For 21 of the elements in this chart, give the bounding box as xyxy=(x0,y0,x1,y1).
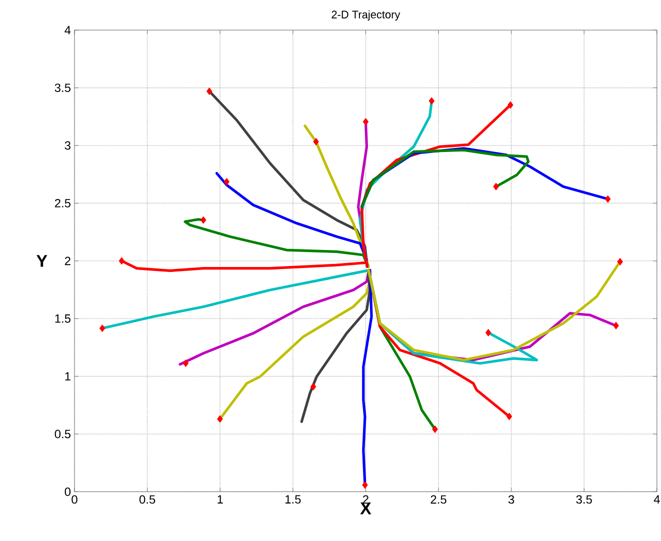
y-tick-label: 2 xyxy=(64,256,70,266)
x-tick-label: 0 xyxy=(72,495,78,504)
y-tick-label: 0 xyxy=(64,487,71,496)
x-tick-label: 3.5 xyxy=(576,495,592,504)
x-tick-label: 1 xyxy=(218,495,223,504)
y-tick-label: 3 xyxy=(64,141,70,150)
y-tick-label: 1 xyxy=(65,372,70,380)
x-tick-label: 2.5 xyxy=(430,495,446,504)
x-tick-label: 2 xyxy=(362,495,368,504)
x-tick-label: 4 xyxy=(654,495,660,504)
chart-title: 2-D Trajectory xyxy=(332,10,400,21)
x-tick-label: 0.5 xyxy=(139,495,156,504)
y-axis-title: Y xyxy=(36,255,48,267)
y-tick-label: 0.5 xyxy=(54,430,70,438)
x-tick-label: 3 xyxy=(508,495,514,504)
y-tick-label: 2.5 xyxy=(54,198,70,208)
y-tick-label: 4 xyxy=(64,26,71,34)
x-axis-title: X xyxy=(360,502,372,514)
y-tick-label: 1.5 xyxy=(55,314,70,323)
x-tick-label: 1.5 xyxy=(286,495,301,504)
y-tick-label: 3.5 xyxy=(54,84,70,92)
